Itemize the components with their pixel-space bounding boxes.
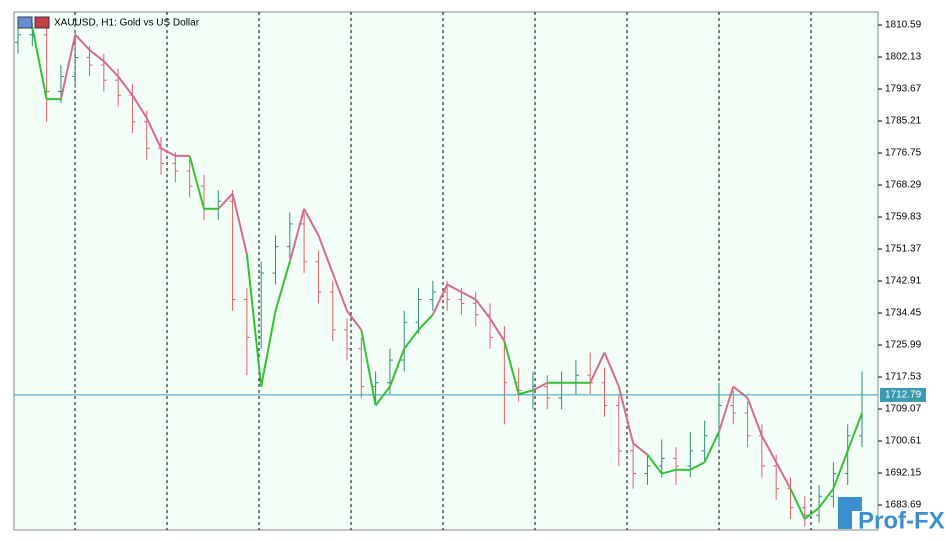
indicator-segment (103, 60, 119, 78)
y-tick-label: 1802.13 (885, 52, 922, 63)
watermark: Prof-FX (858, 507, 945, 534)
indicator-segment (417, 314, 434, 331)
indicator-segment (431, 284, 449, 316)
y-tick-label: 1785.21 (885, 116, 922, 127)
price-label-box (880, 387, 926, 402)
indicator-segment (760, 435, 778, 463)
indicator-segment (74, 34, 91, 51)
indicator-segment (31, 27, 48, 100)
indicator-segment (331, 272, 348, 312)
logo: Prof-FX (838, 497, 945, 534)
indicator-segment (245, 254, 263, 387)
indicator-segment (532, 381, 548, 392)
indicator-segment (732, 385, 749, 399)
y-tick-label: 1810.59 (885, 20, 922, 31)
y-tick-label: 1793.67 (885, 84, 922, 95)
indicator-segment (717, 386, 735, 433)
indicator-segment (703, 431, 720, 463)
indicator-segment (88, 49, 105, 63)
indicator-segment (446, 283, 462, 293)
logo-icon (852, 497, 862, 511)
y-tick-label: 1717.53 (885, 372, 922, 383)
plot-area (13, 11, 879, 531)
indicator-segment (217, 192, 234, 210)
indicator-segment (804, 506, 820, 520)
y-tick-label: 1734.45 (885, 308, 922, 319)
indicator-segment (317, 234, 334, 274)
indicator-segment (231, 193, 248, 255)
indicator-segment (59, 34, 77, 100)
indicator-segment (746, 397, 763, 437)
indicator-segment (260, 310, 277, 387)
indicator-segment (374, 385, 391, 407)
period-separators (74, 12, 812, 530)
indicator-segment (474, 298, 491, 320)
y-tick-label: 1709.07 (885, 404, 922, 415)
y-tick-label: 1776.75 (885, 148, 922, 159)
indicator-segment (632, 442, 649, 456)
indicator-segment (646, 454, 663, 475)
y-tick-label: 1768.29 (885, 180, 922, 191)
indicator-segment (689, 461, 706, 471)
indicator-segment (274, 261, 291, 312)
indicator-segment (188, 155, 205, 210)
indicator-segment (160, 147, 176, 157)
y-tick-label: 1700.61 (885, 436, 922, 447)
indicator-segment (460, 291, 477, 301)
indicator-segment (617, 386, 635, 444)
y-tick-label: 1725.99 (885, 340, 922, 351)
indicator-segment (303, 208, 320, 236)
indicator-segment (789, 488, 806, 520)
indicator-segment (117, 75, 134, 96)
indicator-segment (403, 329, 420, 350)
logo-icon (838, 497, 852, 529)
indicator-segment (846, 412, 863, 452)
indicator-segment (360, 329, 377, 406)
indicator-segment (388, 348, 406, 387)
price-label: 1712.79 (885, 390, 922, 401)
indicator-segment (518, 389, 534, 396)
indicator-segment (775, 461, 792, 490)
indicator-segment (503, 340, 520, 395)
indicator-segment (489, 317, 506, 342)
y-tick-label: 1683.69 (885, 500, 922, 511)
marks (14, 23, 878, 527)
indicator-segment (818, 488, 835, 509)
indicator-segment (589, 352, 606, 384)
indicator-segment (288, 208, 306, 263)
y-tick-label: 1692.15 (885, 468, 922, 479)
indicator-segment (661, 468, 677, 475)
chart-title: XAUUSD, H1: Gold vs US Dollar (54, 18, 200, 29)
indicator-segment (145, 117, 162, 149)
y-tick-label: 1759.83 (885, 212, 922, 223)
indicator-segment (346, 310, 363, 331)
indicator-segment (131, 94, 148, 119)
icon (34, 16, 50, 29)
y-tick-label: 1742.91 (885, 276, 922, 287)
indicator-segment (832, 450, 849, 490)
icon (17, 16, 33, 29)
indicator-segment (603, 352, 620, 387)
y-tick-label: 1751.37 (885, 244, 922, 255)
